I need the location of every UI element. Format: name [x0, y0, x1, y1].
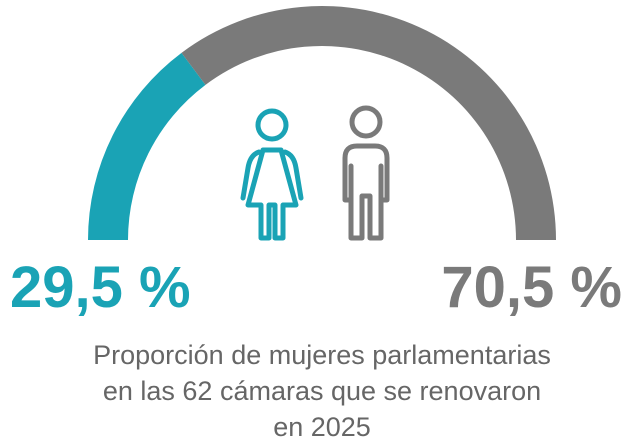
arc-segment — [181, 5, 557, 240]
arc-segment — [88, 52, 206, 240]
caption-line: en 2025 — [273, 412, 371, 441]
caption-line: Proporción de mujeres parlamentarias — [93, 340, 551, 370]
caption-line: en las 62 cámaras que se renovaron — [103, 376, 541, 406]
value-label: 70,5 % — [441, 255, 622, 320]
woman-icon — [240, 108, 304, 241]
man-icon — [342, 105, 390, 241]
value-label: 29,5 % — [10, 255, 191, 320]
